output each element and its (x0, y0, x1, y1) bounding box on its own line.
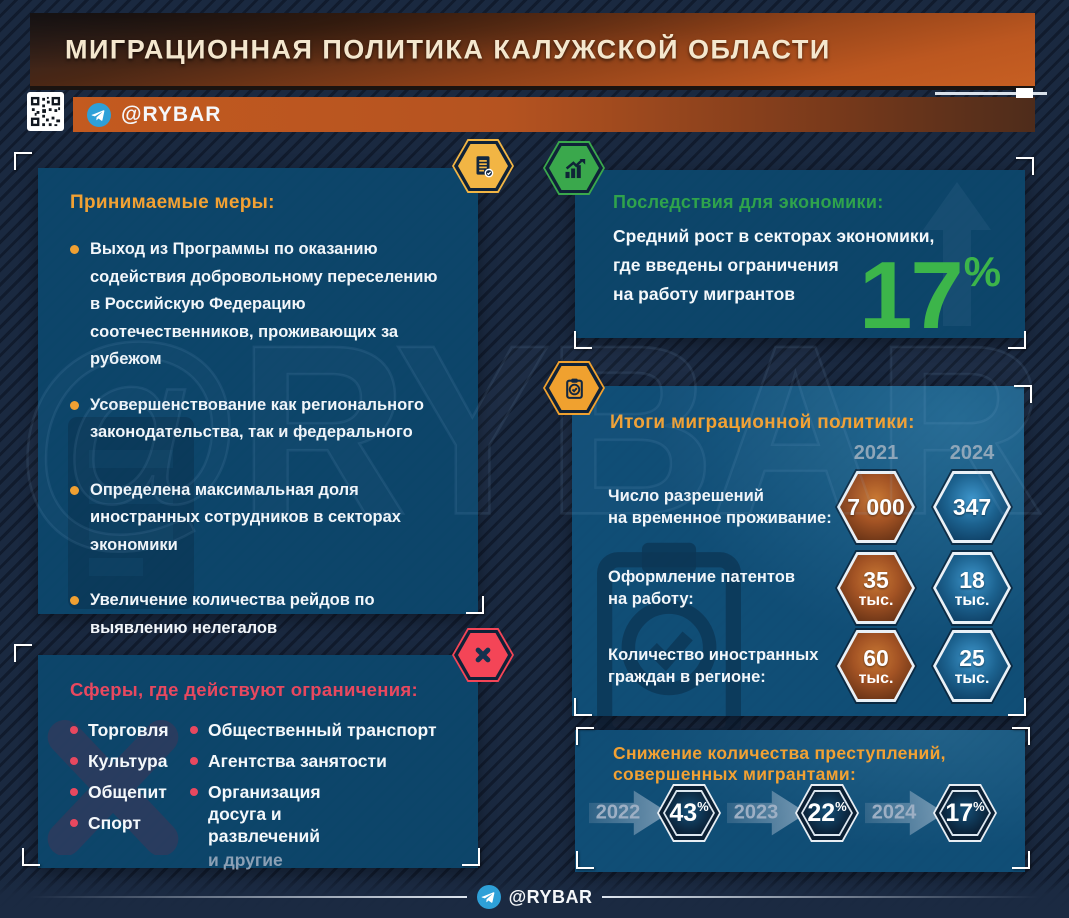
crime-timeline: 2022 43% 2023 22% 2024 17% (589, 784, 1003, 842)
page-title: МИГРАЦИОННАЯ ПОЛИТИКА КАЛУЖСКОЙ ОБЛАСТИ (65, 34, 831, 64)
row-label: Число разрешений на временное проживание: (608, 487, 832, 527)
corner-bracket (1014, 385, 1032, 403)
list-item: Спорт (70, 812, 190, 834)
restricted-note: и другие (208, 850, 283, 870)
panel-economy: Последствия для экономики: Средний рост … (575, 170, 1025, 344)
clipboard-check-icon (543, 361, 605, 415)
results-row: Количество иностранных граждан в регионе:… (608, 626, 1018, 706)
results-row: Число разрешений на временное проживание:… (608, 467, 1018, 547)
list-item: Агентства занятости (190, 750, 437, 772)
crime-hexagon: 43% (657, 784, 721, 842)
corner-bracket (1008, 331, 1026, 349)
title-banner: МИГРАЦИОННАЯ ПОЛИТИКА КАЛУЖСКОЙ ОБЛАСТИ (30, 13, 1035, 90)
telegram-icon (476, 885, 501, 909)
economy-title: Последствия для экономики: (613, 192, 884, 212)
crime-title: Снижение количества преступлений, соверш… (613, 743, 946, 784)
corner-bracket (1012, 851, 1030, 869)
results-row: Оформление патентов на работу: 35 тыс. 18 т… (608, 548, 1018, 628)
column-year-2021: 2021 (853, 442, 899, 464)
measures-title: Принимаемые меры: (70, 192, 275, 213)
results-title: Итоги миграционной политики: (610, 412, 915, 433)
crime-hexagon: 22% (795, 784, 859, 842)
list-item: Общепит (70, 781, 190, 803)
row-label: Количество иностранных граждан в регионе: (608, 646, 819, 686)
column-year-2024: 2024 (949, 442, 995, 464)
value-hexagon-2024: 347 (931, 469, 1013, 545)
growth-chart-icon (543, 141, 605, 195)
up-arrow-watermark (923, 182, 991, 326)
channel-strip: @RYBAR (73, 97, 1035, 132)
banner-slider-line (935, 92, 1047, 95)
cross-icon (452, 628, 514, 682)
corner-bracket (1012, 727, 1030, 745)
corner-bracket (466, 596, 484, 614)
step-year: 2023 (733, 801, 779, 824)
value-hexagon-2021: 60 тыс. (835, 628, 917, 704)
panel-results: Итоги миграционной политики: 2021 2024 Ч… (572, 386, 1024, 744)
restricted-columns: Торговля Культура Общепит Спорт Обществе… (70, 719, 437, 871)
corner-bracket (574, 331, 592, 349)
row-label: Оформление патентов на работу: (608, 568, 795, 608)
corner-bracket (576, 851, 594, 869)
list-item: Определена максимальная доля иностранных… (70, 477, 448, 560)
qr-code-pattern (30, 96, 61, 127)
value-hexagon-2024: 25 тыс. (931, 628, 1013, 704)
list-item: Общественный транспорт (190, 719, 437, 741)
document-watermark (68, 417, 194, 609)
economy-text: Средний рост в секторах экономики, где в… (613, 226, 935, 304)
corner-bracket (22, 848, 40, 866)
crime-hexagon: 17% (933, 784, 997, 842)
list-item: Организация досуга и развлечений (190, 781, 382, 847)
footer: @RYBAR (0, 876, 1069, 918)
banner-slider-knob (1016, 88, 1033, 98)
restricted-title: Сферы, где действуют ограничения: (70, 679, 418, 700)
restricted-col1: Торговля Культура Общепит Спорт (70, 719, 190, 871)
channel-handle: @RYBAR (121, 102, 222, 126)
footer-channel-handle: @RYBAR (508, 886, 593, 907)
corner-bracket (576, 727, 594, 745)
list-item: Выход из Программы по оказанию содействи… (70, 236, 448, 374)
list-item: Увеличение количества рейдов по выявлени… (70, 587, 448, 642)
panel-measures: Принимаемые меры: Выход из Программы по … (38, 168, 478, 637)
list-item: Торговля (70, 719, 190, 741)
restricted-col2: Общественный транспорт Агентства занятос… (190, 719, 437, 847)
corner-bracket (14, 644, 32, 662)
measures-list: Выход из Программы по оказанию содействи… (70, 236, 452, 642)
panel-crime: Снижение количества преступлений, соверш… (575, 730, 1025, 872)
document-check-icon (452, 139, 514, 193)
corner-bracket (462, 848, 480, 866)
step-year: 2022 (595, 801, 641, 824)
list-item: Усовершенствование как регионального зак… (70, 392, 448, 447)
corner-bracket (1008, 698, 1026, 716)
timeline-step: 2022 43% (589, 784, 727, 842)
panel-restricted: Сферы, где действуют ограничения: Торгов… (38, 655, 478, 871)
step-year: 2024 (871, 801, 917, 824)
corner-bracket (574, 698, 592, 716)
list-item: Культура (70, 750, 190, 772)
value-hexagon-2024: 18 тыс. (931, 550, 1013, 626)
value-hexagon-2021: 35 тыс. (835, 550, 917, 626)
timeline-step: 2024 17% (865, 784, 1003, 842)
footer-divider (602, 896, 1040, 898)
timeline-step: 2023 22% (727, 784, 865, 842)
telegram-icon (87, 102, 111, 127)
corner-bracket (1016, 157, 1034, 175)
qr-code (27, 92, 64, 131)
economy-value: 17% (859, 242, 1002, 349)
value-hexagon-2021: 7 000 (835, 469, 917, 545)
corner-bracket (14, 152, 32, 170)
footer-divider (30, 896, 467, 898)
cross-watermark (47, 720, 179, 855)
